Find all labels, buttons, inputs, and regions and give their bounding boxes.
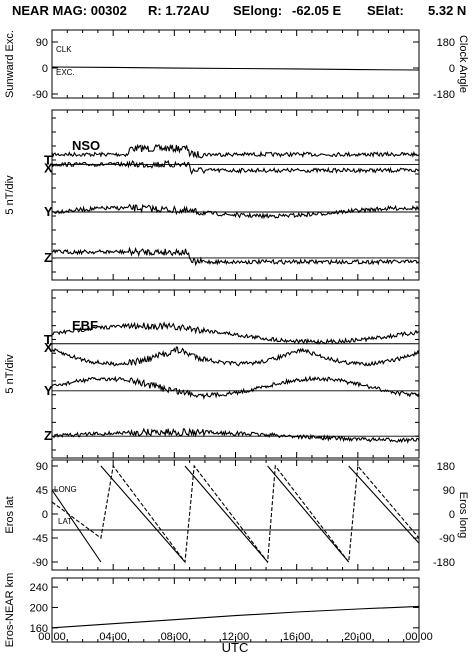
x-tick-label: 00:00 <box>405 631 433 643</box>
range-panel: 240 200 160 <box>30 582 420 635</box>
long-series-label: LONG <box>54 485 77 494</box>
radius-text: R: 1.72AU <box>148 3 209 18</box>
sunward-y-tick-label: -90 <box>32 89 48 101</box>
range-tick-label: 160 <box>30 623 48 635</box>
eros-lat-tick-label: 90 <box>36 461 48 473</box>
eros-lat-tick-label: 0 <box>42 509 48 521</box>
nso-trace-z <box>51 246 420 267</box>
eros-lat-tick-label: -90 <box>32 557 48 569</box>
nso-panel-frame <box>51 109 420 281</box>
clk-series-label: CLK <box>56 45 72 54</box>
ebf-panel: TX Y Z <box>44 297 420 451</box>
ebf-title: EBF <box>72 318 98 333</box>
sunward-ylabel: Sunward Exc. <box>4 30 16 98</box>
eros-long-tick-label: 180 <box>437 461 455 473</box>
selat-label: SElat: <box>367 3 404 18</box>
sunward-panel: 90 0 -90 180 0 -180 <box>32 37 455 101</box>
nso-trace-x <box>51 159 420 175</box>
component-label-x: X <box>44 160 53 175</box>
clock-angle-label: Clock Angle <box>457 35 469 93</box>
lat-series-label: LAT <box>58 517 72 526</box>
ebf-trace-x <box>51 346 420 367</box>
range-tick-label: 240 <box>30 582 48 594</box>
eros-long-tick-label: 90 <box>443 485 455 497</box>
eros-lat-label: Eros lat <box>4 496 16 533</box>
component-label-z: Z <box>44 428 52 443</box>
eros-lat-tick-label: -45 <box>32 533 48 545</box>
eros-lat-sawtooth <box>51 465 420 563</box>
clock-y-tick-label: 0 <box>449 63 455 75</box>
range-tick-label: 200 <box>30 602 48 614</box>
selong-label: SElong: <box>233 3 282 18</box>
component-label-y: Y <box>44 383 53 398</box>
ebf-trace-t <box>51 321 420 345</box>
header: NEAR MAG: 00302 R: 1.72AU SElong: -62.05… <box>12 3 466 18</box>
x-axis-label: UTC <box>222 640 249 655</box>
x-tick-label: 04:00 <box>99 631 127 643</box>
eros-lat-tick-label: 45 <box>36 485 48 497</box>
eros-long-label: Eros long <box>457 492 469 538</box>
ebf-ylabel: 5 nT/div <box>4 354 16 394</box>
eros-long-tick-label: -90 <box>439 533 455 545</box>
selong-value: -62.05 E <box>292 3 341 18</box>
nso-trace-y <box>51 203 420 220</box>
x-tick-label: 00:00 <box>38 631 66 643</box>
x-tick-label: 12:00 <box>222 631 250 643</box>
nso-panel: TX Y Z <box>44 117 420 273</box>
range-ylabel: Eros-NEAR km <box>4 573 16 648</box>
component-label-x: X <box>44 340 53 355</box>
title-text: NEAR MAG: 00302 <box>12 3 127 18</box>
component-label-z: Z <box>44 250 52 265</box>
selat-value: 5.32 N <box>428 3 466 18</box>
component-label-t: T <box>44 152 52 167</box>
nso-trace-t <box>51 143 420 159</box>
nso-title: NSO <box>72 138 100 153</box>
exc-series-label: EXC. <box>56 68 75 77</box>
clock-y-tick-label: -180 <box>433 89 455 101</box>
x-tick-label: 20:00 <box>344 631 372 643</box>
sunward-series-line <box>51 66 420 71</box>
component-label-t: T <box>44 332 52 347</box>
x-axis: 00:00 04:00 08:00 12:00 16:00 20:00 00:00 <box>38 30 433 643</box>
ebf-trace-y <box>51 375 420 400</box>
eros-long-tick-label: 0 <box>449 509 455 521</box>
component-label-y: Y <box>44 204 53 219</box>
clock-y-tick-label: 180 <box>437 37 455 49</box>
eros-long-sawtooth <box>51 464 420 564</box>
x-tick-label: 08:00 <box>161 631 189 643</box>
sunward-panel-frame <box>51 29 420 99</box>
nso-ylabel: 5 nT/div <box>4 175 16 215</box>
sunward-y-tick-label: 0 <box>42 63 48 75</box>
x-tick-label: 16:00 <box>283 631 311 643</box>
sunward-y-tick-label: 90 <box>36 37 48 49</box>
eros-long-tick-label: -180 <box>433 557 455 569</box>
range-series-line <box>51 605 420 629</box>
eros-panel: 90 45 0 -45 -90 180 90 0 -90 -180 <box>32 461 455 569</box>
ebf-panel-frame <box>51 289 420 459</box>
eros-panel-frame <box>51 459 420 571</box>
ebf-trace-z <box>51 427 420 444</box>
